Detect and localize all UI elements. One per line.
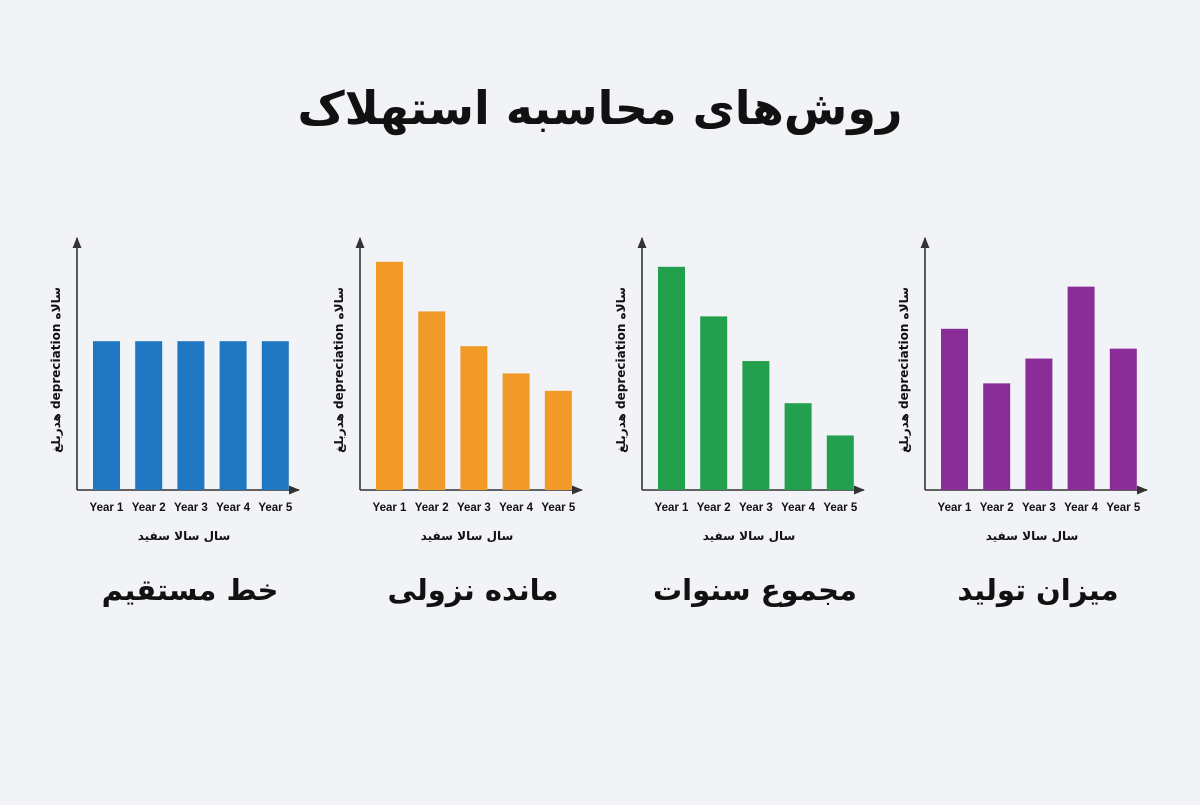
chart-title: خط مستقیم xyxy=(102,573,279,607)
bar-3 xyxy=(742,361,770,490)
page-title: روش‌های محاسبه استهلاک xyxy=(297,81,903,135)
y-axis-label: هدربلغ depreciation سالاه xyxy=(614,287,628,453)
chart-title: مجموع سنوات xyxy=(653,573,857,607)
bar-1 xyxy=(941,328,968,490)
bar-1 xyxy=(93,341,120,490)
x-tick-label: Year 1 xyxy=(655,502,689,514)
x-axis-label: سال سالا سفید xyxy=(138,529,231,543)
y-axis-label: هدربلغ depreciation سالاه xyxy=(332,287,346,453)
y-axis-label: هدربلغ depreciation سالاه xyxy=(49,287,63,453)
bar-3 xyxy=(460,346,488,490)
bar-5 xyxy=(544,390,572,490)
x-tick-label: Year 3 xyxy=(1022,502,1056,514)
x-tick-label: Year 5 xyxy=(1106,502,1140,514)
x-tick-label: Year 5 xyxy=(541,502,575,514)
bar-5 xyxy=(1109,348,1137,490)
x-tick-label: Year 5 xyxy=(258,502,292,514)
bar-4 xyxy=(1067,286,1095,490)
bar-4 xyxy=(502,373,530,490)
chart-title: میزان تولید xyxy=(957,573,1118,607)
x-tick-label: Year 5 xyxy=(823,502,857,514)
x-axis-label: سال سالا سفید xyxy=(986,529,1079,543)
x-tick-label: Year 3 xyxy=(174,502,208,514)
x-axis-label: سال سالا سفید xyxy=(421,529,514,543)
x-tick-label: Year 1 xyxy=(90,502,124,514)
chart-2: Year 1 Year 2 Year 3 Year 4 Year 5 سال سالا س… xyxy=(332,236,584,607)
bar-5 xyxy=(826,435,854,490)
bar-1 xyxy=(376,261,403,490)
x-tick-label: Year 2 xyxy=(415,502,449,514)
x-tick-label: Year 3 xyxy=(739,502,773,514)
bar-3 xyxy=(1025,358,1053,490)
x-tick-label: Year 4 xyxy=(781,502,815,514)
x-tick-label: Year 1 xyxy=(938,502,972,514)
chart-title: مانده نزولی xyxy=(388,573,559,607)
x-tick-label: Year 4 xyxy=(216,502,250,514)
x-tick-label: Year 4 xyxy=(1064,502,1098,514)
bar-4 xyxy=(219,341,247,490)
chart-3: Year 1 Year 2 Year 3 Year 4 Year 5 سال سالا س… xyxy=(614,236,866,607)
bar-3 xyxy=(177,341,205,490)
y-axis-label: هدربلغ depreciation سالاه xyxy=(897,287,911,453)
x-tick-label: Year 2 xyxy=(697,502,731,514)
x-tick-label: Year 3 xyxy=(457,502,491,514)
x-tick-label: Year 2 xyxy=(980,502,1014,514)
bar-2 xyxy=(983,383,1011,490)
x-tick-label: Year 4 xyxy=(499,502,533,514)
bar-5 xyxy=(261,341,289,490)
bar-2 xyxy=(418,311,446,490)
chart-4: Year 1 Year 2 Year 3 Year 4 Year 5 سال سالا س… xyxy=(897,236,1149,607)
bar-2 xyxy=(700,316,728,490)
chart-1: Year 1 Year 2 Year 3 Year 4 Year 5 سال سالا س… xyxy=(49,236,301,607)
x-tick-label: Year 2 xyxy=(132,502,166,514)
bar-4 xyxy=(784,403,812,490)
x-tick-label: Year 1 xyxy=(373,502,407,514)
bar-1 xyxy=(658,266,685,490)
bar-2 xyxy=(135,341,163,490)
x-axis-label: سال سالا سفید xyxy=(703,529,796,543)
